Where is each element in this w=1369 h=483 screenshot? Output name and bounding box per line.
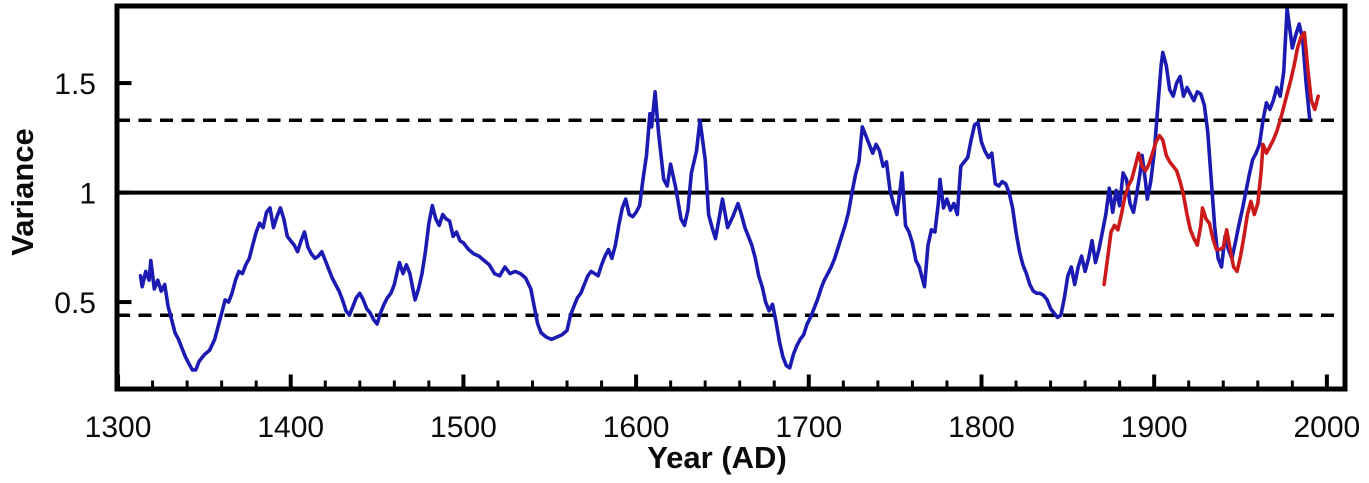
x-axis-tick-label: 1400 <box>257 411 324 444</box>
x-axis-tick-label: 1700 <box>775 411 842 444</box>
plot-frame <box>114 3 1348 392</box>
x-axis-tick-label: 1300 <box>85 411 152 444</box>
x-axis-tick-label: 1900 <box>1121 411 1188 444</box>
x-axis-tick-label: 1800 <box>948 411 1015 444</box>
x-axis-title: Year (AD) <box>647 440 787 475</box>
axis-ticks <box>116 81 1329 389</box>
red-series-line <box>1102 30 1320 287</box>
axis-tick-labels: 1300 1400 1500 1600 1700 1800 1900 2000 0.5 1 1.5 <box>54 68 1360 444</box>
blue-series-line <box>138 6 1312 372</box>
x-axis-tick-label: 1600 <box>603 411 670 444</box>
y-axis-tick-label: 1.5 <box>54 68 96 101</box>
reference-lines <box>117 118 1345 317</box>
x-axis-tick-label: 1500 <box>430 411 497 444</box>
series-lines <box>138 6 1320 372</box>
x-axis-tick-label: 2000 <box>1293 411 1360 444</box>
y-axis-tick-label: 1 <box>79 178 96 211</box>
y-axis-title: Variance <box>5 128 40 256</box>
y-axis-tick-label: 0.5 <box>54 287 96 320</box>
